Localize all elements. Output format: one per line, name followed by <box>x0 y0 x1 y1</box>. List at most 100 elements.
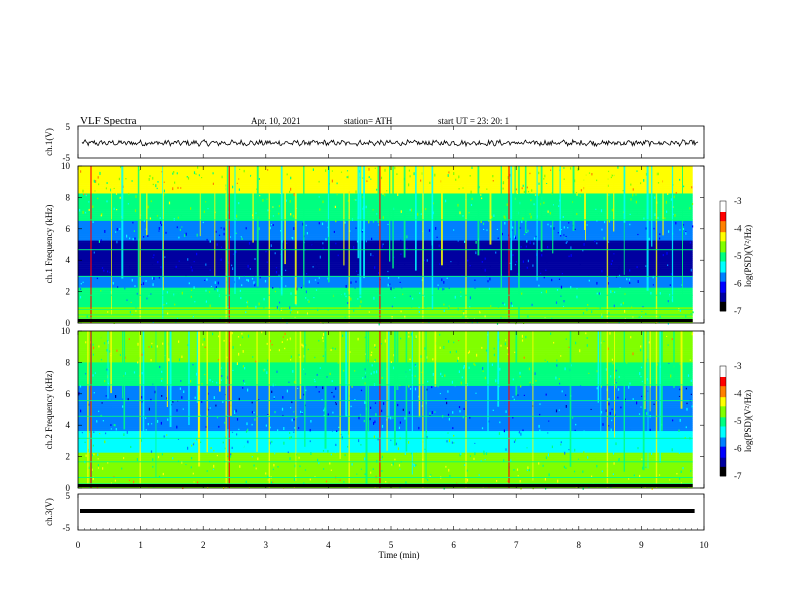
spectrogram-speckle <box>638 225 640 227</box>
spectrogram-speckle <box>265 424 267 427</box>
spectrogram-speckle <box>447 431 449 434</box>
spectrogram-speckle <box>282 396 284 399</box>
colorbar-frame <box>719 200 727 312</box>
spectrogram-speckle <box>674 414 676 417</box>
spectrogram-speckle <box>521 292 523 295</box>
spectrogram-speckle <box>79 249 82 251</box>
spectrogram-speckle <box>494 236 496 240</box>
spectrogram-transmitter-line <box>78 294 693 296</box>
spectrogram-speckle <box>133 268 135 271</box>
spectrogram-speckle <box>406 235 408 239</box>
spectrogram-speckle <box>417 212 419 216</box>
spectrogram-speckle <box>510 459 512 462</box>
spectrogram-speckle <box>201 177 203 179</box>
spectrogram-speckle <box>480 220 482 223</box>
spectrogram-speckle <box>581 478 583 480</box>
spectrogram-speckle <box>79 359 82 361</box>
spectrogram-speckle <box>269 226 271 230</box>
spectrogram-speckle <box>421 371 423 373</box>
spectrogram-speckle <box>305 344 307 346</box>
spectrogram-speckle <box>641 380 643 383</box>
spectrogram-speckle <box>572 232 574 235</box>
spectrogram-speckle <box>654 315 656 318</box>
colorbar-cell <box>720 283 726 286</box>
spectrogram-speckle <box>475 251 477 255</box>
spectrogram-speckle <box>222 441 224 444</box>
spectrogram-speckle <box>301 412 303 414</box>
spectrogram-speckle <box>212 381 214 383</box>
spectrogram-speckle <box>657 393 659 396</box>
spectrogram-speckle <box>642 466 644 470</box>
spectrogram-speckle <box>176 226 178 229</box>
spectrogram-speckle <box>323 468 325 470</box>
spectrogram-speckle <box>220 246 223 249</box>
spectrogram-speckle <box>677 245 679 247</box>
spectrogram-speckle <box>267 169 269 171</box>
spectrogram-speckle <box>133 371 136 374</box>
spectrogram-speckle <box>375 210 378 214</box>
spectrogram-speckle <box>232 166 234 170</box>
spectrogram-speckle <box>469 455 471 457</box>
spectrogram-speckle <box>481 197 483 200</box>
spectrogram-speckle <box>238 188 240 191</box>
spectrogram-speckle <box>214 287 216 291</box>
spectrogram-speckle <box>357 298 359 300</box>
spectrogram-speckle <box>529 241 531 245</box>
spectrogram-speckle <box>258 178 260 180</box>
spectrogram-speckle <box>449 252 451 256</box>
spectrogram-band <box>78 478 693 481</box>
spectrogram-speckle <box>239 289 241 292</box>
spectrogram-band <box>78 256 693 259</box>
spectrogram-speckle <box>382 216 384 219</box>
spectrogram-speckle <box>675 249 677 252</box>
colorbar-cell <box>720 303 726 306</box>
spectrogram-speckle <box>689 359 691 361</box>
spectrogram-speckle <box>155 184 157 188</box>
spectrogram-speckle <box>168 359 170 361</box>
spectrogram-speckle <box>178 358 181 362</box>
spectrogram-speckle <box>163 435 165 438</box>
spectrogram-speckle <box>161 171 163 173</box>
colorbar-cell <box>720 261 726 264</box>
spectrogram-speckle <box>496 228 498 230</box>
spectrogram-speckle <box>659 315 661 318</box>
colorbar-cell <box>720 270 726 273</box>
spectrogram-speckle <box>202 343 204 346</box>
spectrogram-speckle <box>373 167 375 170</box>
ch1-waveform-ylabel: ch.1(V) <box>44 128 54 156</box>
spectrogram-speckle <box>458 370 460 373</box>
spectrogram-speckle <box>656 466 658 468</box>
spectrogram-speckle <box>79 173 82 177</box>
spectrogram-speckle <box>423 427 425 430</box>
spectrogram-speckle <box>160 266 162 269</box>
spectrogram-speckle <box>357 337 359 341</box>
spectrogram-speckle <box>156 187 158 190</box>
spectrogram-speckle <box>323 480 326 483</box>
spectrogram-speckle <box>398 277 400 279</box>
spectrogram-band <box>78 205 693 208</box>
colorbar-cell <box>720 206 726 209</box>
spectrogram-speckle <box>426 259 428 262</box>
spectrogram-speckle <box>134 285 136 287</box>
spectrogram-speckle <box>507 176 509 180</box>
spectrogram-speckle <box>522 260 524 263</box>
spectrogram-speckle <box>429 412 431 415</box>
colorbar-cell <box>720 446 726 449</box>
spectrogram-speckle <box>150 200 152 203</box>
spectrogram-speckle <box>629 269 631 272</box>
spectrogram-speckle <box>175 265 177 268</box>
spectrogram-band <box>78 281 693 285</box>
spectrogram-speckle <box>204 346 206 348</box>
spectrogram-speckle <box>185 232 187 236</box>
spectrogram-speckle <box>613 304 615 308</box>
spectrogram-speckle <box>449 479 451 482</box>
spectrogram-speckle <box>633 474 635 477</box>
spectrogram-speckle <box>542 204 544 208</box>
xtick-label: 2 <box>201 540 206 550</box>
spectrogram-speckle <box>92 374 94 377</box>
spectrogram-speckle <box>336 273 338 275</box>
spectrogram-speckle <box>637 447 639 450</box>
colorbar-cell <box>720 254 726 257</box>
spectrogram-band <box>78 173 693 177</box>
spectrogram-speckle <box>301 336 303 339</box>
